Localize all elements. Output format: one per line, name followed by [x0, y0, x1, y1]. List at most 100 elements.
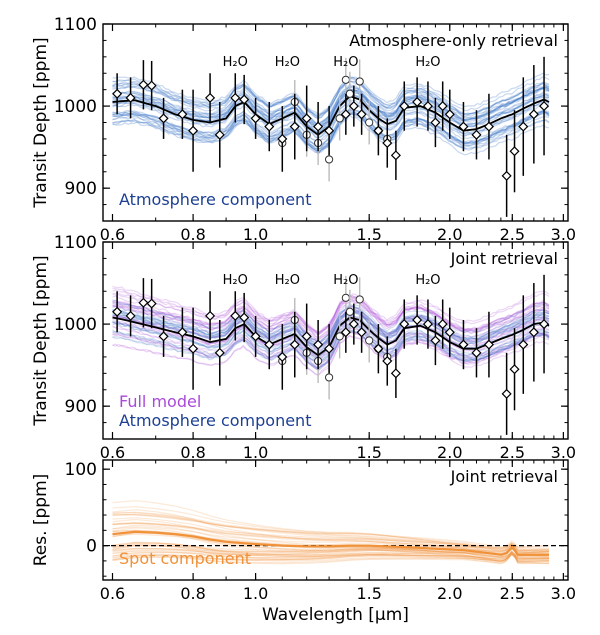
data-point-diamond — [177, 327, 188, 338]
data-point-diamond — [483, 121, 494, 132]
data-point-diamond — [518, 339, 529, 350]
data-point-diamond — [382, 137, 393, 149]
y-axis-label-bottom: Res. [ppm] — [31, 474, 51, 567]
spot-curve — [112, 544, 550, 562]
spot-curve — [112, 527, 549, 565]
data-point-diamond — [205, 310, 216, 321]
data-point-diamond — [188, 125, 199, 136]
x-tick-label: 2.0 — [437, 584, 462, 603]
data-point-diamond — [125, 310, 136, 321]
full-model-curve — [112, 293, 550, 336]
y-axis-label-top: Transit Depth [ppm] — [31, 37, 51, 208]
y-tick-label: 1100 — [54, 15, 97, 35]
h2o-annotation: H₂O — [275, 273, 300, 288]
x-tick-label: 1.0 — [243, 443, 268, 462]
data-point-diamond — [538, 319, 550, 330]
data-point-diamond — [138, 79, 149, 90]
data-point-diamond — [471, 129, 482, 140]
x-tick-label: 1.5 — [356, 443, 381, 462]
data-point-diamond — [518, 121, 529, 132]
data-point-diamond — [158, 331, 169, 342]
data-point-diamond — [205, 92, 216, 103]
spot-curve — [112, 522, 550, 555]
spot-curve — [112, 533, 550, 559]
x-tick-label: 2.0 — [437, 443, 462, 462]
data-point-diamond — [528, 109, 539, 120]
ensemble-curve — [112, 76, 550, 117]
spot-curve — [112, 546, 550, 561]
data-point-diamond — [239, 94, 250, 105]
data-point-diamond — [348, 319, 359, 330]
data-point-diamond — [444, 327, 455, 338]
plot-area-bottom — [103, 500, 568, 565]
data-point-circle — [355, 77, 364, 86]
x-tick-label: 2.5 — [500, 443, 525, 462]
data-point-diamond — [399, 319, 410, 330]
spot-curve — [112, 544, 550, 553]
legend-atmosphere-middle: Atmosphere component — [119, 411, 311, 430]
data-point-diamond — [444, 109, 455, 120]
spot-curve — [112, 532, 549, 562]
data-point-diamond — [146, 298, 157, 309]
spot-curve — [112, 554, 550, 565]
data-point-diamond — [340, 109, 351, 120]
full-model-curve — [112, 299, 550, 340]
data-point-diamond — [277, 351, 288, 362]
y-axis-label-middle: Transit Depth [ppm] — [31, 255, 51, 426]
spot-curve — [112, 526, 549, 553]
x-tick-label: 2.0 — [437, 225, 462, 244]
data-point-diamond — [188, 343, 199, 354]
spot-curve — [112, 553, 550, 564]
data-point-circle — [355, 295, 364, 304]
data-point-diamond — [324, 125, 335, 136]
data-point-diamond — [422, 101, 433, 112]
spot-curve — [112, 518, 550, 564]
spot-curve — [112, 511, 550, 558]
x-tick-label: 1.5 — [356, 584, 381, 603]
x-tick-label: 0.8 — [180, 225, 205, 244]
data-point-diamond — [458, 121, 469, 132]
data-point-diamond — [138, 297, 149, 308]
legend-full-model: Full model — [119, 392, 201, 411]
spot-curve — [112, 547, 550, 560]
data-point-diamond — [430, 335, 441, 346]
x-tick-label: 0.6 — [100, 225, 125, 244]
data-point-diamond — [412, 314, 423, 326]
data-point-diamond — [112, 306, 123, 317]
y-tick-label: 1000 — [54, 97, 97, 117]
h2o-annotation: H₂O — [275, 55, 300, 70]
data-point-circle — [365, 336, 374, 345]
ensemble-curve — [112, 72, 550, 116]
data-point-diamond — [422, 319, 433, 330]
panel-residual: Res. [ppm] Joint retrieval Spot componen… — [31, 459, 576, 625]
data-point-diamond — [214, 129, 225, 140]
full-model-curve — [112, 292, 550, 336]
data-point-diamond — [437, 101, 448, 112]
y-tick-label: 0 — [86, 537, 97, 557]
spot-curve — [112, 544, 550, 565]
data-point-circle — [341, 293, 350, 302]
x-axis-label: Wavelength [μm] — [262, 605, 409, 625]
data-point-diamond — [313, 121, 324, 132]
spot-curve — [112, 522, 550, 552]
data-point-diamond — [301, 113, 312, 124]
data-point-diamond — [458, 339, 469, 350]
data-point-diamond — [264, 121, 275, 132]
data-point-circle — [365, 118, 374, 127]
spot-curve — [112, 511, 550, 552]
data-point-diamond — [214, 347, 225, 358]
h2o-annotation: H₂O — [415, 55, 440, 70]
x-tick-label: 1.5 — [356, 225, 381, 244]
data-point-diamond — [277, 133, 288, 144]
axes-frame — [102, 459, 569, 581]
x-tick-label: 2.5 — [500, 225, 525, 244]
data-point-circle — [345, 307, 354, 316]
data-point-diamond — [112, 88, 123, 99]
spot-curve — [112, 550, 550, 560]
x-tick-label: 0.6 — [100, 584, 125, 603]
legend-atmosphere-top: Atmosphere component — [119, 190, 311, 209]
x-tick-label: 0.8 — [180, 443, 205, 462]
data-point-diamond — [158, 113, 169, 124]
x-tick-label: 1.0 — [243, 225, 268, 244]
full-model-curve — [112, 290, 550, 335]
